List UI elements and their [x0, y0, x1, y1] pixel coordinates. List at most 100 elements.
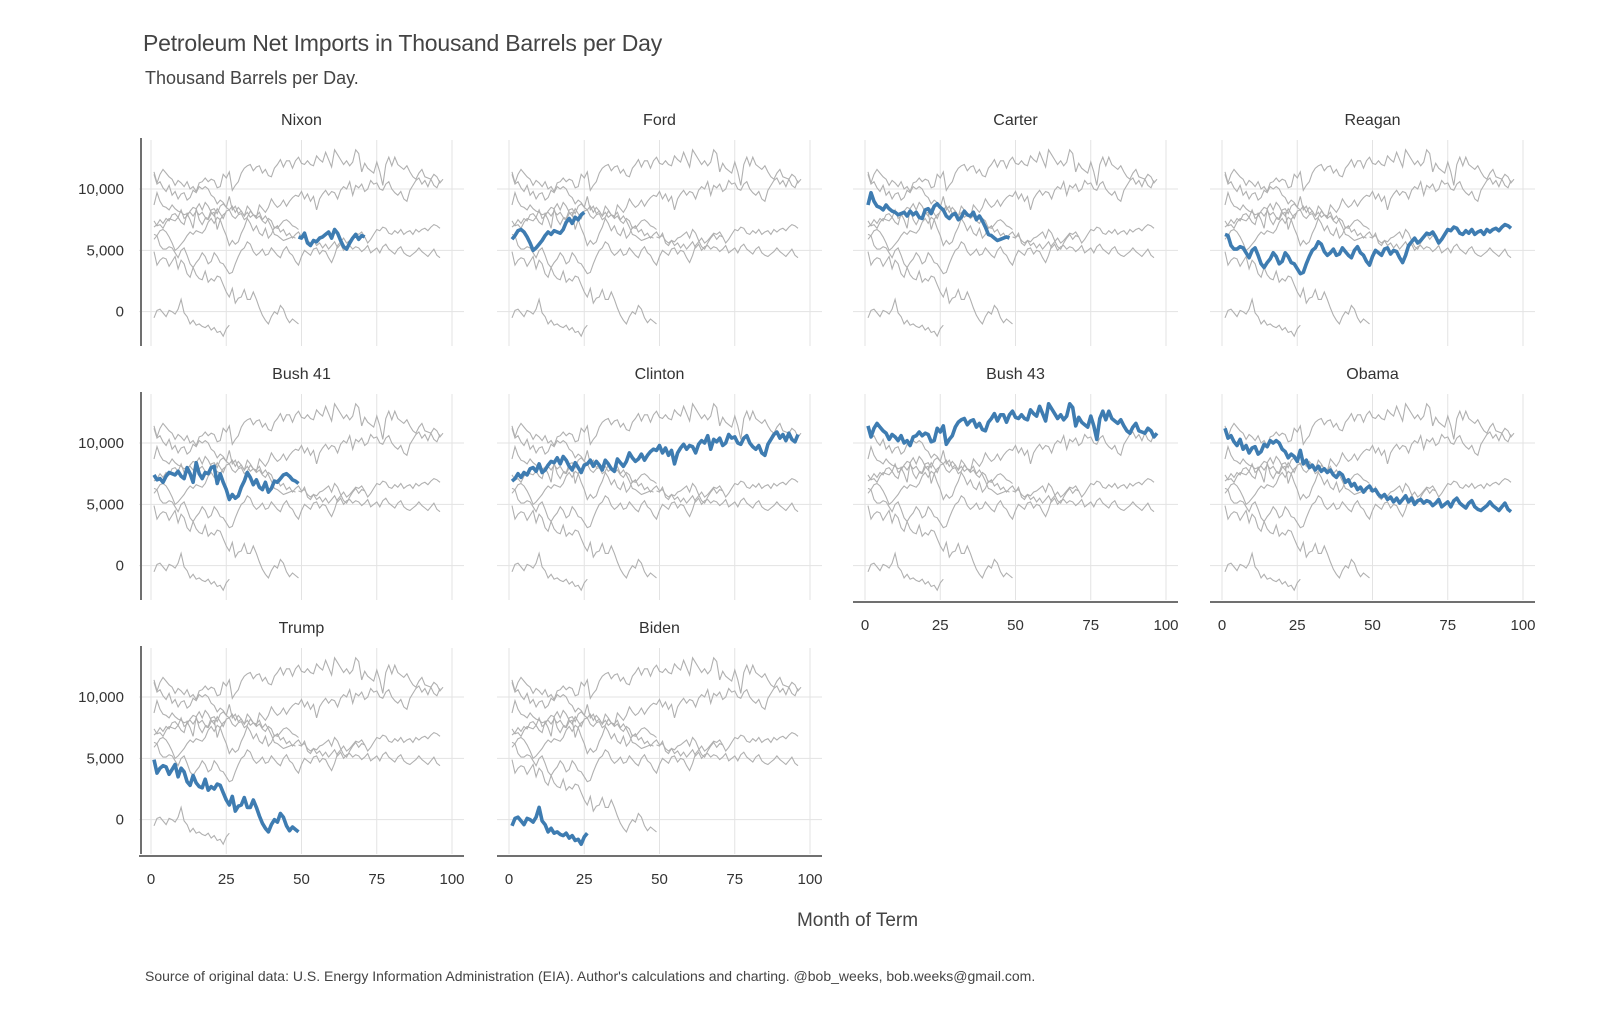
- background-series-line: [511, 223, 799, 275]
- background-series-line: [511, 731, 799, 783]
- x-tick-label: 0: [861, 617, 869, 634]
- source-note: Source of original data: U.S. Energy Inf…: [145, 968, 1036, 984]
- y-tick-label: 0: [116, 558, 124, 575]
- background-series-line: [1224, 251, 1370, 325]
- x-tick-label: 75: [1082, 617, 1099, 634]
- background-series-line: [511, 505, 657, 579]
- background-series-line: [511, 251, 657, 325]
- y-tick-label: 10,000: [78, 689, 124, 706]
- background-series-line: [656, 736, 723, 758]
- background-series-line: [656, 228, 723, 250]
- background-series-line: [867, 211, 941, 252]
- panel-bush-41: Bush 41 0 5,000 10,000: [78, 366, 464, 600]
- panel-carter: Carter: [853, 112, 1178, 346]
- background-series-line: [867, 551, 944, 592]
- background-series-line: [511, 297, 588, 338]
- background-series-line: [867, 428, 1155, 513]
- background-series-line: [1224, 211, 1298, 252]
- background-series-line: [511, 174, 799, 259]
- panel-title: Reagan: [1344, 112, 1400, 129]
- panel-reagan: Reagan: [1210, 112, 1535, 346]
- background-series-line: [298, 736, 365, 758]
- background-series-line: [153, 505, 299, 579]
- x-tick-label: 0: [1218, 617, 1226, 634]
- background-series-line: [867, 223, 1155, 275]
- panel-trump: Trump 0 5,000 10,000 0 25 50 75 100: [78, 620, 464, 888]
- background-series-line: [153, 211, 227, 252]
- background-series-line: [511, 177, 799, 228]
- background-series-line: [511, 685, 799, 736]
- background-series-line: [1224, 477, 1512, 529]
- background-series-line: [153, 174, 441, 259]
- x-axis-title: Month of Term: [796, 910, 919, 931]
- background-series-line: [153, 428, 441, 513]
- background-series-line: [1224, 465, 1298, 506]
- background-series-line: [867, 505, 1013, 579]
- highlight-series-line: [1224, 222, 1513, 276]
- highlight-series-line: [510, 430, 800, 483]
- background-series-line: [511, 719, 585, 760]
- panel-clinton: Clinton: [497, 366, 822, 600]
- background-series-line: [1224, 402, 1515, 447]
- background-series-line: [511, 477, 799, 529]
- y-tick-label: 5,000: [86, 750, 124, 767]
- highlight-series-line: [510, 210, 586, 253]
- background-series-line: [511, 551, 588, 592]
- panel-title: Carter: [993, 112, 1038, 129]
- background-series-line: [153, 402, 444, 447]
- y-tick-label: 0: [116, 304, 124, 321]
- background-series-line: [153, 656, 444, 701]
- background-series-line: [153, 148, 444, 193]
- x-tick-label: 25: [932, 617, 949, 634]
- x-tick-label: 25: [218, 871, 235, 888]
- background-series-line: [867, 251, 1013, 325]
- background-series-line: [153, 682, 441, 767]
- background-series-line: [511, 682, 799, 767]
- background-series-line: [511, 402, 802, 447]
- background-series-line: [153, 297, 230, 338]
- y-tick-label: 0: [116, 812, 124, 829]
- x-tick-label: 50: [651, 871, 668, 888]
- background-series-line: [153, 465, 227, 506]
- background-series-line: [1224, 148, 1515, 193]
- x-tick-label: 0: [147, 871, 155, 888]
- background-series-line: [656, 482, 723, 504]
- y-tick-label: 5,000: [86, 496, 124, 513]
- panel-title: Ford: [643, 112, 676, 129]
- y-tick-label: 10,000: [78, 435, 124, 452]
- background-series-line: [867, 477, 1155, 529]
- background-series-line: [153, 551, 230, 592]
- panel-title: Clinton: [635, 366, 685, 383]
- background-series-line: [1012, 228, 1079, 250]
- background-series-line: [1224, 505, 1370, 579]
- panel-title: Obama: [1346, 366, 1399, 383]
- x-tick-label: 50: [293, 871, 310, 888]
- background-series-line: [867, 177, 1155, 228]
- background-series-line: [511, 148, 802, 193]
- background-series-line: [867, 431, 1155, 482]
- highlight-series-line: [297, 227, 366, 251]
- panel-title: Biden: [639, 620, 680, 637]
- background-series-line: [511, 759, 657, 833]
- panel-ford: Ford: [497, 112, 822, 346]
- highlight-series-line: [866, 401, 1159, 448]
- x-tick-label: 100: [1510, 617, 1535, 634]
- x-tick-label: 100: [797, 871, 822, 888]
- highlight-series-line: [1223, 427, 1513, 514]
- x-tick-label: 75: [368, 871, 385, 888]
- x-tick-label: 50: [1364, 617, 1381, 634]
- background-series-line: [511, 656, 802, 701]
- background-series-line: [153, 251, 299, 325]
- x-tick-label: 0: [505, 871, 513, 888]
- background-series-line: [153, 685, 441, 736]
- panel-title: Nixon: [281, 112, 322, 129]
- background-series-line: [153, 731, 441, 783]
- background-series-line: [1012, 482, 1079, 504]
- background-series-line: [298, 482, 365, 504]
- x-tick-label: 75: [1439, 617, 1456, 634]
- highlight-series-line: [152, 460, 300, 502]
- background-series-line: [1369, 482, 1436, 504]
- background-series-line: [153, 223, 441, 275]
- panel-title: Bush 43: [986, 366, 1045, 383]
- chart-subtitle: Thousand Barrels per Day.: [145, 68, 359, 88]
